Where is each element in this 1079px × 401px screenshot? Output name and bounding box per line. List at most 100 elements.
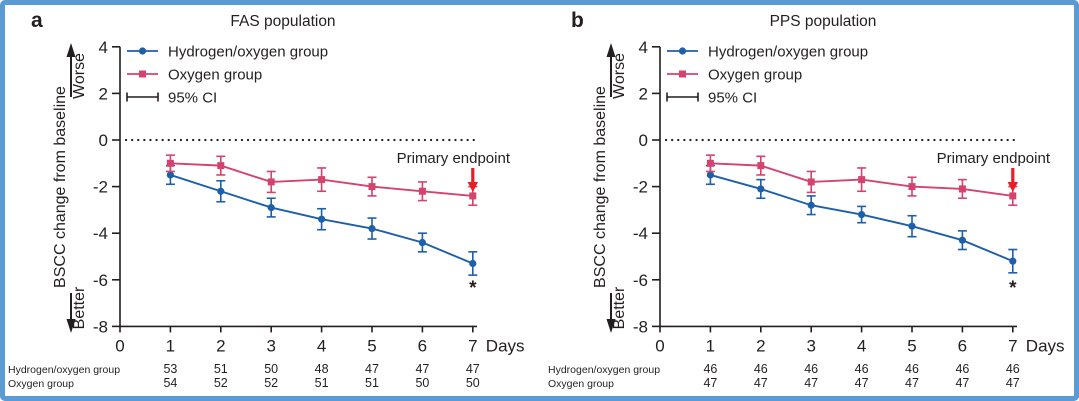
circle-marker-icon: [138, 47, 147, 55]
primary-endpoint-arrow-head-icon: [467, 182, 478, 192]
significance-asterisk: *: [469, 278, 477, 299]
x-tick-label: 2: [216, 336, 225, 355]
y-tick-label: -8: [633, 317, 648, 336]
n-count: 46: [754, 362, 768, 376]
circle-marker-icon: [469, 259, 477, 268]
better-arrow-head-icon: [66, 319, 76, 333]
x-tick-label: 6: [958, 336, 967, 355]
n-count: 47: [1006, 376, 1020, 390]
worse-arrow-head-icon: [66, 43, 76, 57]
n-count: 48: [315, 362, 329, 376]
circle-marker-icon: [757, 185, 765, 193]
circle-marker-icon: [1009, 257, 1017, 265]
panel-b: b PPS population 4 2 0 -2 -4 -6 -8 0 1 2 3 4 5 6 7 Days BS…: [533, 5, 1073, 395]
y-axis-better-label: Better: [71, 286, 88, 329]
x-tick-label: 7: [1008, 336, 1017, 355]
square-marker-icon: [706, 159, 714, 167]
y-tick-label: -4: [633, 224, 648, 243]
x-tick-label: 0: [655, 336, 664, 355]
x-tick-label: 7: [468, 336, 477, 355]
circle-marker-icon: [678, 47, 687, 55]
n-count: 50: [466, 376, 480, 390]
n-count: 46: [703, 362, 717, 376]
y-tick-label: -8: [93, 317, 108, 336]
chart-title: FAS population: [230, 13, 335, 30]
legend-label: Hydrogen/oxygen group: [708, 43, 868, 60]
y-tick-label: 0: [639, 131, 648, 150]
n-count: 47: [955, 376, 969, 390]
primary-endpoint-label: Primary endpoint: [397, 150, 511, 167]
x-tick-label: 1: [706, 336, 715, 355]
y-tick-label: -2: [633, 178, 648, 197]
n-count: 47: [855, 376, 869, 390]
n-count: 47: [804, 376, 818, 390]
square-marker-icon: [1009, 192, 1017, 200]
n-count: 47: [415, 362, 429, 376]
square-marker-icon: [418, 187, 426, 195]
x-tick-label: 4: [857, 336, 866, 355]
circle-marker-icon: [858, 210, 866, 219]
n-count: 47: [703, 376, 717, 390]
square-marker-icon: [679, 70, 686, 78]
n-count: 47: [754, 376, 768, 390]
x-axis-unit-label: Days: [1026, 336, 1065, 355]
y-axis-worse-label: Worse: [611, 53, 628, 99]
y-tick-label: 2: [99, 84, 108, 103]
circle-marker-icon: [908, 222, 916, 230]
square-marker-icon: [166, 159, 174, 167]
primary-endpoint-arrow-head-icon: [1007, 182, 1018, 192]
x-tick-label: 5: [367, 336, 376, 355]
y-tick-label: 4: [639, 38, 648, 57]
circle-marker-icon: [807, 201, 815, 209]
y-tick-label: -4: [93, 224, 108, 243]
n-count: 46: [1006, 362, 1020, 376]
x-tick-label: 2: [756, 336, 765, 355]
panel-label: b: [571, 9, 584, 32]
square-marker-icon: [469, 192, 477, 200]
panel-a: a FAS population 4 2 0 -2 -4 -6 -8 0 1 2 3 4 5 6 7 Days BS…: [5, 5, 533, 395]
square-marker-icon: [958, 185, 966, 193]
n-count: 47: [466, 362, 480, 376]
chart-b-canvas: b PPS population 4 2 0 -2 -4 -6 -8 0 1 2 3 4 5 6 7 Days BS…: [548, 9, 1065, 390]
legend-label: Hydrogen/oxygen group: [168, 43, 328, 60]
circle-marker-icon: [958, 236, 966, 244]
better-arrow-head-icon: [606, 319, 616, 333]
n-count: 47: [905, 376, 919, 390]
legend-label: Oxygen group: [708, 66, 802, 83]
n-count: 50: [264, 362, 278, 376]
n-count: 52: [264, 376, 278, 390]
square-marker-icon: [908, 183, 916, 191]
x-axis-unit-label: Days: [486, 336, 525, 355]
x-tick-label: 4: [317, 336, 326, 355]
x-tick-label: 3: [806, 336, 815, 355]
square-marker-icon: [139, 70, 146, 78]
circle-marker-icon: [267, 203, 275, 212]
worse-arrow-head-icon: [606, 43, 616, 57]
n-count: 51: [214, 362, 228, 376]
y-tick-label: 0: [99, 131, 108, 150]
chart-a-canvas: a FAS population 4 2 0 -2 -4 -6 -8 0 1 2 3 4 5 6 7 Days BS…: [8, 9, 525, 390]
chart-title: PPS population: [770, 13, 877, 30]
circle-marker-icon: [418, 238, 426, 247]
n-count: 47: [365, 362, 379, 376]
y-axis-label: BSCC change from baseline: [592, 86, 609, 288]
y-axis-worse-label: Worse: [71, 53, 88, 99]
y-tick-label: 2: [639, 84, 648, 103]
square-marker-icon: [858, 176, 866, 184]
n-table-row-label: Oxygen group: [8, 378, 74, 390]
square-marker-icon: [368, 183, 376, 191]
legend-label: 95% CI: [708, 89, 757, 106]
n-count: 51: [365, 376, 379, 390]
n-count: 54: [163, 376, 177, 390]
square-marker-icon: [757, 162, 765, 170]
circle-marker-icon: [706, 171, 714, 179]
x-tick-label: 3: [266, 336, 275, 355]
legend-label: 95% CI: [168, 89, 217, 106]
x-tick-label: 0: [115, 336, 124, 355]
square-marker-icon: [267, 178, 275, 186]
x-tick-label: 1: [166, 336, 175, 355]
n-count: 46: [804, 362, 818, 376]
panel-label: a: [31, 9, 43, 32]
y-tick-label: -6: [633, 271, 648, 290]
circle-marker-icon: [217, 187, 225, 195]
